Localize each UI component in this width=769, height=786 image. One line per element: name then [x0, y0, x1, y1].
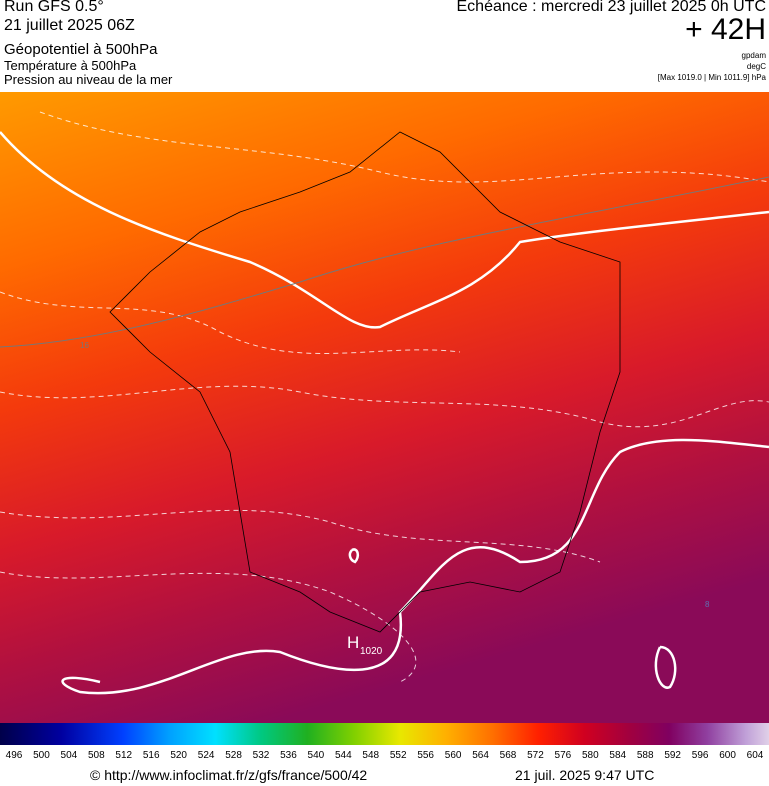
coastline: [109, 131, 621, 633]
colorbar-label: 544: [335, 750, 352, 761]
colorbar-label: 592: [664, 750, 681, 761]
colorbar: [0, 723, 769, 745]
high-symbol: H: [347, 633, 359, 652]
colorbar-label: 564: [472, 750, 489, 761]
colorbar-label: 560: [445, 750, 462, 761]
forecast-time: Echéance : mercredi 23 juillet 2025 0h U…: [456, 0, 767, 15]
field-label: Géopotentiel à 500hPa: [4, 41, 158, 58]
colorbar-label: 524: [198, 750, 215, 761]
footer-timestamp: 21 juil. 2025 9:47 UTC: [515, 767, 655, 783]
colorbar-label: 572: [527, 750, 544, 761]
colorbar-label: 556: [417, 750, 434, 761]
colorbar-label: 548: [362, 750, 379, 761]
colorbar-label: 528: [225, 750, 242, 761]
colorbar-label: 532: [253, 750, 270, 761]
colorbar-label: 508: [88, 750, 105, 761]
contour-label: 8: [705, 600, 710, 609]
temperature-isotherm: [0, 176, 769, 348]
colorbar-label: 584: [609, 750, 626, 761]
colorbar-label: 576: [555, 750, 572, 761]
unit-label: degC: [746, 62, 766, 71]
temperature-field: [0, 92, 769, 723]
colorbar-label: 536: [280, 750, 297, 761]
contour-label: 16: [80, 341, 89, 350]
colorbar-label: 604: [747, 750, 764, 761]
field-label: Pression au niveau de la mer: [4, 72, 173, 87]
colorbar-label: 500: [33, 750, 50, 761]
colorbar-label: 496: [6, 750, 23, 761]
run-date: 21 juillet 2025 06Z: [4, 17, 135, 34]
colorbar-label: 552: [390, 750, 407, 761]
run-title: Run GFS 0.5°: [4, 0, 104, 15]
colorbar-label: 516: [143, 750, 160, 761]
colorbar-label: 568: [500, 750, 517, 761]
colorbar-label: 520: [170, 750, 187, 761]
unit-label: [Max 1019.0 | Min 1011.9] hPa: [657, 73, 766, 82]
isobars: [0, 111, 769, 683]
colorbar-label: 504: [61, 750, 78, 761]
colorbar-label: 596: [692, 750, 709, 761]
map: H 1020 16 8: [0, 92, 769, 723]
colorbar-label: 512: [115, 750, 132, 761]
unit-label: gpdam: [741, 51, 766, 60]
lead-time: + 42H: [685, 13, 766, 46]
footer-source: © http://www.infoclimat.fr/z/gfs/france/…: [90, 767, 368, 783]
colorbar-label: 580: [582, 750, 599, 761]
high-value: 1020: [360, 646, 383, 657]
colorbar-label: 540: [308, 750, 325, 761]
colorbar-label: 600: [719, 750, 736, 761]
field-label: Température à 500hPa: [4, 58, 137, 73]
colorbar-label: 588: [637, 750, 654, 761]
colorbar-labels: 496 500 504 508 512 516 520 524 528 532 536 540 544 5…: [6, 750, 764, 761]
